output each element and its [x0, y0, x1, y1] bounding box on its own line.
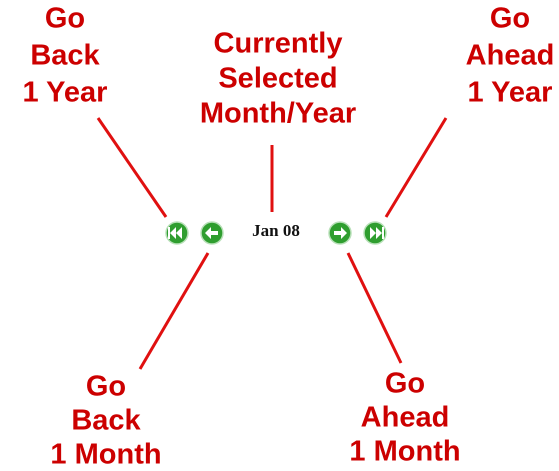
callout-text: Back — [30, 40, 100, 72]
callout-text: 1 Year — [23, 77, 108, 109]
callout-line — [96, 117, 168, 218]
callout-line — [384, 117, 448, 218]
ahead-year-button[interactable] — [363, 221, 387, 245]
callout-text: Ahead — [361, 402, 450, 434]
callout-text: Currently — [214, 28, 343, 60]
callout-text: 1 Month — [50, 439, 161, 471]
double-right-arrow — [370, 227, 384, 239]
back-year-button[interactable] — [165, 221, 189, 245]
callout-line — [138, 252, 210, 370]
callout-text: Back — [71, 405, 141, 437]
callout-text: 1 Month — [349, 436, 460, 468]
callout-text: Month/Year — [200, 98, 356, 130]
callout-text: Go — [490, 3, 530, 35]
callout-text: Go — [45, 3, 85, 35]
callout-text: 1 Year — [468, 77, 553, 109]
double-left-arrow — [168, 227, 182, 239]
callout-text: Go — [86, 371, 126, 403]
ahead-month-button[interactable] — [328, 221, 352, 245]
left-arrow — [205, 227, 218, 239]
back-month-button[interactable] — [200, 221, 224, 245]
callout-text: Selected — [218, 63, 337, 95]
callout-lines — [96, 117, 448, 370]
current-month: Jan 08 — [252, 221, 300, 240]
callout-line — [346, 252, 403, 364]
callout-text: Go — [385, 368, 425, 400]
callout-text: Ahead — [466, 40, 555, 72]
navigator: Jan 08 — [165, 221, 387, 245]
right-arrow — [334, 227, 347, 239]
